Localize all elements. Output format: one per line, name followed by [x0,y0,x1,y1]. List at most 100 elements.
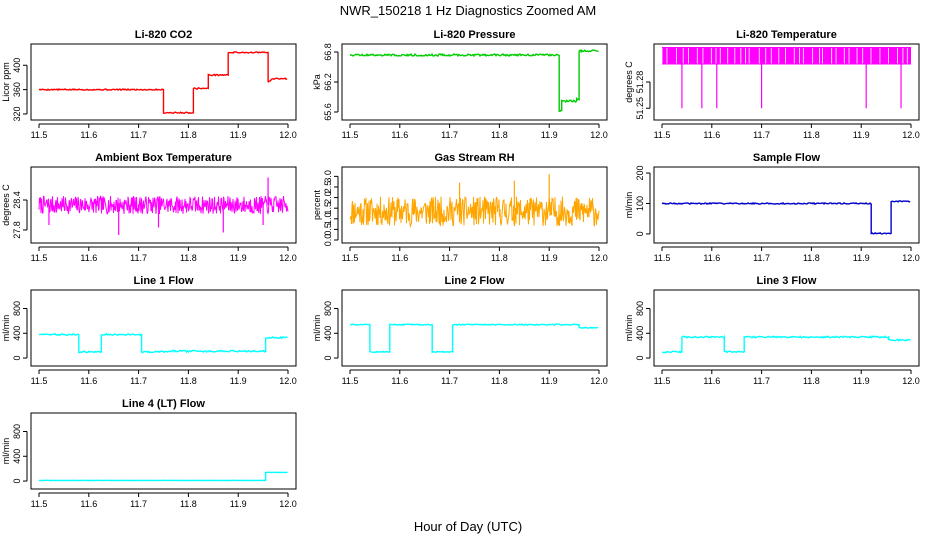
y-tick-label: 2.5 [323,181,333,194]
x-tick-label: 11.6 [391,253,408,263]
y-tick-label: 800 [12,424,22,439]
y-tick-label: 27.8 [12,221,22,239]
series-line [38,51,288,115]
panel-title: Line 2 Flow [445,275,505,287]
x-tick-label: 12.0 [590,253,608,263]
x-tick-label: 11.8 [180,253,197,263]
chart-panel-7: Line 1 Flow 11.5 11.6 11.7 11.8 11.9 12.0 0 400 8… [1,275,297,386]
data-layer [39,471,288,482]
x-tick-label: 11.7 [441,130,458,140]
y-tick-label: 360 [12,82,22,97]
y-axis-label: ml/min [624,315,634,342]
series-line [349,323,599,354]
chart-panel-6: Sample Flow 11.5 11.6 11.7 11.8 11.9 12.0 0 100 2… [624,152,920,263]
x-tick-label: 11.5 [31,376,48,386]
x-tick-label: 12.0 [279,376,297,386]
y-axis-label: ml/min [312,315,322,342]
y-tick-label: 400 [323,326,333,341]
data-layer [38,177,289,235]
data-layer [349,323,599,354]
x-tick-label: 11.9 [541,376,558,386]
series-line [38,195,289,215]
x-tick-label: 11.5 [654,376,671,386]
data-layer [349,49,599,112]
panel-title: Line 4 (LT) Flow [122,398,205,410]
x-tick-label: 11.5 [31,499,48,509]
y-axis-label: percent [312,189,322,220]
y-tick-label: 320 [12,106,22,121]
data-layer [661,334,911,354]
x-tick-label: 11.8 [803,376,820,386]
y-tick-label: 800 [635,301,645,316]
x-tick-label: 11.7 [441,376,458,386]
plot-frame [653,166,920,244]
y-tick-label: 66.8 [323,43,333,61]
x-tick-label: 11.8 [180,376,197,386]
y-tick-label: 0.0 [323,234,333,247]
y-axis-label: degrees C [624,61,634,103]
data-layer [661,200,911,235]
x-tick-label: 11.6 [703,130,720,140]
x-tick-label: 11.9 [853,130,870,140]
x-tick-label: 12.0 [902,253,920,263]
y-tick-label: 3.0 [323,170,333,183]
x-tick-label: 11.7 [441,253,458,263]
y-tick-label: 65.6 [323,103,333,121]
series-line [39,471,288,482]
x-tick-label: 11.9 [230,376,247,386]
panel-title: Li-820 Pressure [434,29,516,41]
x-tick-label: 11.9 [230,130,247,140]
x-tick-label: 11.6 [80,499,97,509]
data-layer [38,51,288,115]
series-line [661,200,911,235]
y-axis-label: Licor ppm [1,62,11,102]
chart-panel-8: Line 2 Flow 11.5 11.6 11.7 11.8 11.9 12.0 0 400 8… [312,275,608,386]
y-tick-label: 400 [12,326,22,341]
series-line [349,196,600,229]
x-tick-label: 11.5 [31,130,48,140]
plot-frame [30,43,297,121]
y-tick-label: 800 [12,301,22,316]
y-axis-label: ml/min [1,438,11,465]
x-tick-label: 11.6 [391,376,408,386]
panel-title: Li-820 CO2 [135,29,192,41]
y-tick-label: 400 [12,449,22,464]
x-tick-label: 11.6 [391,130,408,140]
x-tick-label: 11.8 [491,376,508,386]
plot-frame [653,289,920,367]
panel-grid: Li-820 CO2 11.5 11.6 11.7 11.8 11.9 12.0 320 360… [1,29,920,509]
x-tick-label: 11.6 [703,253,720,263]
x-tick-label: 11.9 [853,253,870,263]
series-line [349,49,599,112]
x-tick-label: 12.0 [902,376,920,386]
x-tick-label: 11.8 [803,253,820,263]
chart-panel-1: Li-820 CO2 11.5 11.6 11.7 11.8 11.9 12.0 320 360… [1,29,297,140]
x-tick-label: 12.0 [902,130,920,140]
x-tick-label: 11.8 [180,499,197,509]
y-tick-label: 400 [12,58,22,73]
x-tick-label: 11.7 [130,253,147,263]
panel-title: Sample Flow [753,152,821,164]
plot-frame [341,43,608,121]
x-tick-label: 11.5 [342,253,359,263]
x-tick-label: 11.7 [130,499,147,509]
y-tick-label: 66.2 [323,73,333,91]
y-tick-label: 2.0 [323,191,333,204]
series-band [662,47,911,65]
x-tick-label: 11.5 [654,253,671,263]
x-tick-label: 11.5 [342,376,359,386]
plot-frame [341,289,608,367]
y-tick-label: 200 [635,166,645,181]
x-tick-label: 11.7 [753,253,770,263]
y-tick-label: 51.28 [635,71,645,94]
x-tick-label: 11.9 [853,376,870,386]
x-tick-label: 11.6 [80,130,97,140]
plot-frame [30,289,297,367]
x-tick-label: 12.0 [279,253,297,263]
x-tick-label: 11.6 [80,253,97,263]
plot-frame [30,166,297,244]
x-tick-label: 11.6 [80,376,97,386]
panel-title: Gas Stream RH [434,152,514,164]
data-layer [661,47,911,109]
